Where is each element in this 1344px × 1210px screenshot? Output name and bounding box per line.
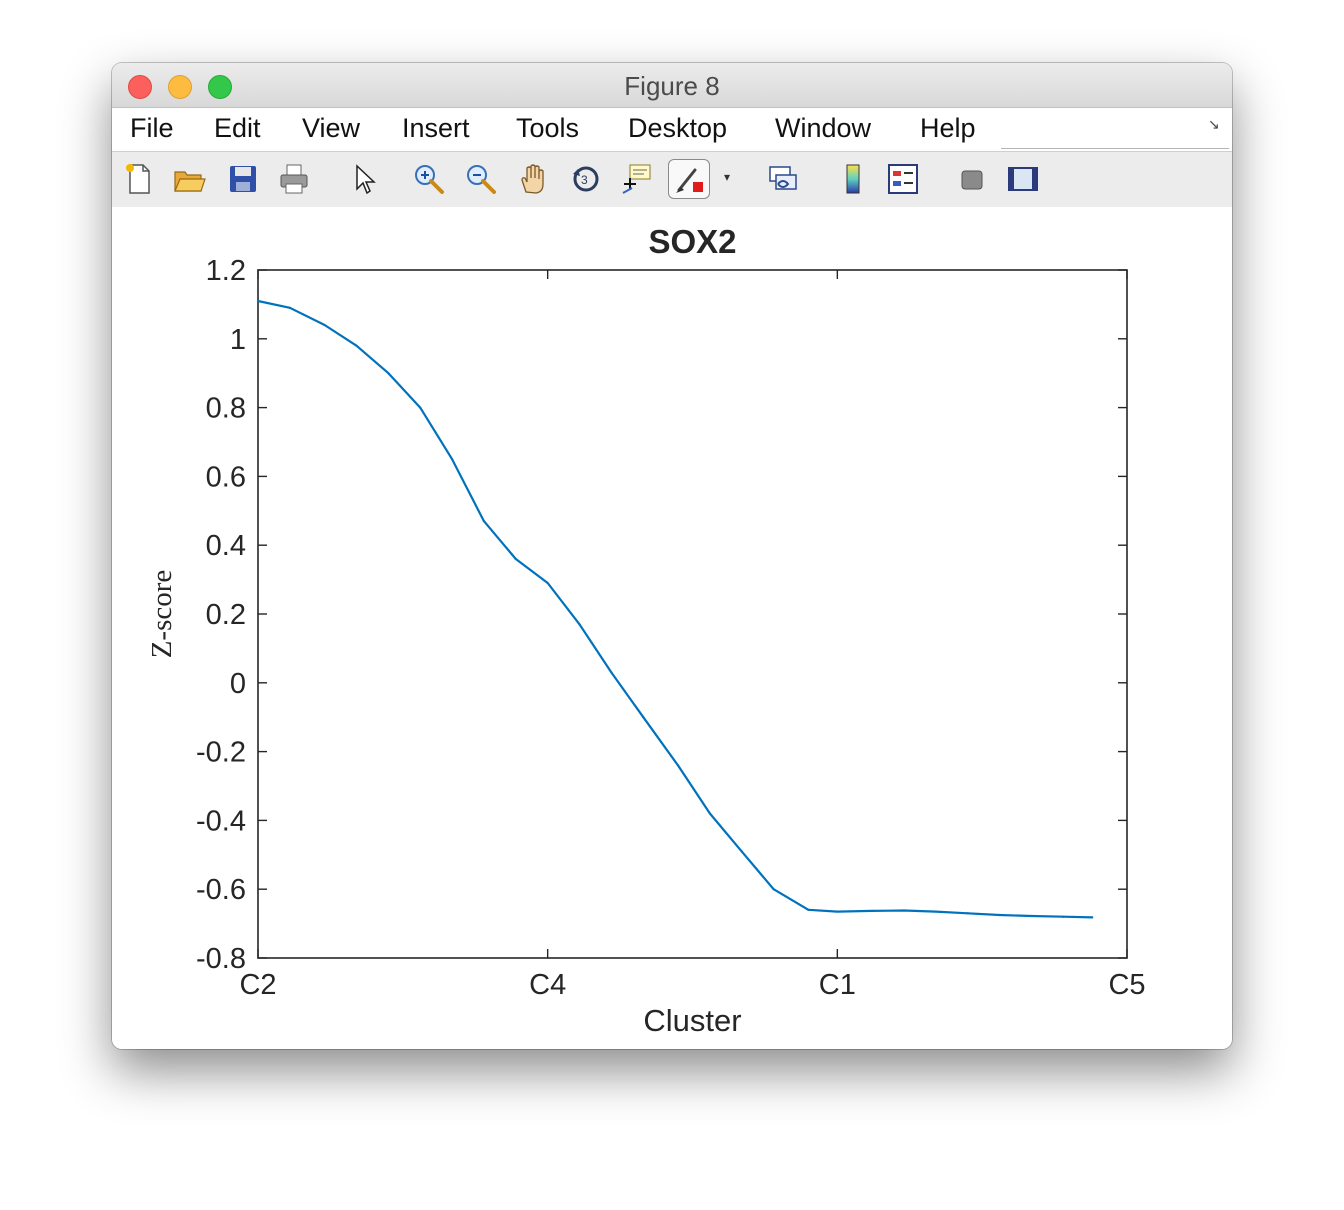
data-point [256, 299, 260, 303]
figure-toolbar: 3 ▾ [112, 151, 1232, 208]
x-tick-label: C4 [529, 969, 566, 1001]
menu-help[interactable]: Help [920, 113, 976, 143]
y-tick-label: 0.2 [206, 599, 246, 631]
data-point [323, 323, 326, 327]
menu-bar: File Edit View Insert Tools Desktop Wind… [112, 108, 1232, 151]
data-point [288, 306, 291, 309]
data-point [740, 850, 743, 853]
y-axis-label: Z-score [146, 570, 178, 659]
data-point [482, 520, 486, 523]
y-tick-label: 0.8 [206, 393, 246, 425]
menu-edit[interactable]: Edit [214, 113, 261, 143]
data-point [902, 909, 906, 912]
line-chart[interactable]: 1.2 1 0.8 0.6 0.4 0.2 0 -0.2 -0.4 -0.6 -0.8C2 C4 C1 C… [112, 207, 1232, 1049]
data-point [1062, 915, 1065, 918]
zoom-in-icon[interactable] [412, 162, 446, 196]
close-window-button[interactable] [128, 75, 152, 99]
menu-view[interactable]: View [302, 113, 361, 143]
data-point [772, 888, 775, 891]
data-point [450, 458, 454, 461]
y-tick-label: 0.6 [206, 461, 246, 493]
pan-hand-icon[interactable] [517, 162, 551, 196]
y-tick-label: -0.4 [196, 805, 246, 837]
data-point [1091, 916, 1094, 919]
x-tick-label: C1 [819, 969, 856, 1001]
data-point [419, 406, 422, 409]
x-tick-label: C5 [1108, 969, 1145, 1001]
brush-button[interactable] [668, 159, 710, 199]
brush-icon [676, 168, 703, 193]
data-point [807, 908, 810, 911]
menu-insert[interactable]: Insert [402, 113, 470, 143]
data-point [642, 716, 645, 719]
print-icon[interactable] [277, 162, 311, 196]
y-tick-label: 1 [230, 324, 246, 356]
figure-window: Figure 8 File Edit View Insert Tools Des… [112, 63, 1232, 1049]
data-point [578, 623, 581, 626]
data-point [676, 764, 680, 767]
data-point [998, 913, 1001, 917]
minimize-window-button[interactable] [168, 75, 192, 99]
save-icon[interactable] [226, 162, 260, 196]
menu-tools[interactable]: Tools [516, 113, 580, 143]
chart-title: SOX2 [648, 223, 736, 260]
open-file-icon[interactable] [172, 162, 206, 196]
hide-plot-tools-icon[interactable] [955, 162, 989, 196]
dock-arrow-icon[interactable]: ↘ [1208, 116, 1220, 132]
data-cursor-icon[interactable] [620, 162, 654, 196]
y-tick-label: -0.6 [196, 874, 246, 906]
y-tick-label: 0.4 [206, 530, 246, 562]
edit-pointer-icon[interactable] [348, 162, 382, 196]
brush-dropdown-icon[interactable]: ▾ [724, 170, 731, 184]
data-point [966, 912, 969, 915]
new-figure-icon[interactable] [122, 162, 156, 196]
data-point [355, 344, 358, 347]
data-point [1030, 914, 1033, 918]
legend-icon[interactable] [886, 162, 920, 196]
data-point [546, 581, 549, 585]
x-tick-label: C2 [239, 969, 276, 1001]
menu-divider [1001, 148, 1229, 149]
colorbar-icon[interactable] [836, 162, 870, 196]
axes-box [257, 269, 1128, 959]
y-tick-label: 1.2 [206, 255, 246, 287]
menu-desktop[interactable]: Desktop [628, 113, 728, 143]
zoom-window-button[interactable] [208, 75, 232, 99]
link-plot-icon[interactable] [766, 162, 800, 196]
data-point [708, 812, 711, 815]
data-point [870, 909, 874, 912]
data-point [514, 557, 517, 561]
y-tick-label: -0.2 [196, 737, 246, 769]
menu-window[interactable]: Window [775, 113, 872, 143]
rotate-3d-icon[interactable]: 3 [569, 162, 603, 196]
data-point [934, 910, 937, 913]
y-tick-label: 0 [230, 668, 246, 700]
zoom-out-icon[interactable] [464, 162, 498, 196]
title-bar[interactable]: Figure 8 [112, 63, 1232, 108]
show-plot-tools-icon[interactable] [1006, 162, 1040, 196]
data-point [610, 671, 613, 674]
data-point [836, 910, 839, 913]
y-tick-label: -0.8 [196, 943, 246, 975]
data-point [387, 372, 390, 375]
window-title: Figure 8 [624, 71, 720, 101]
svg-text:3: 3 [581, 173, 588, 187]
x-axis-label: Cluster [643, 1003, 741, 1038]
menu-file[interactable]: File [130, 113, 174, 143]
